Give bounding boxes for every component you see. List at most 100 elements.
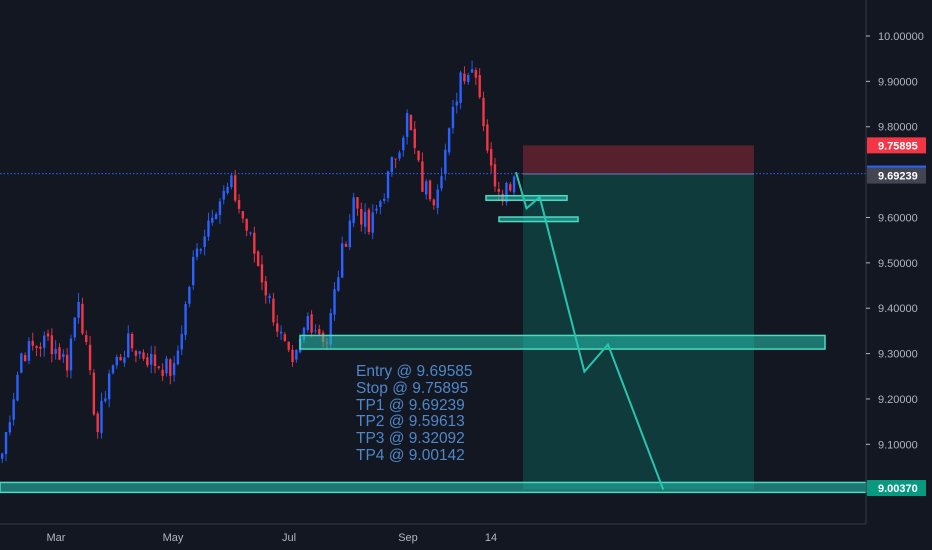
- candle: [360, 202, 363, 232]
- candle-body: [256, 251, 260, 267]
- candle-body: [207, 220, 210, 237]
- candle-body: [16, 374, 19, 401]
- candle: [417, 150, 420, 162]
- candle: [256, 250, 260, 267]
- candle-body: [409, 115, 413, 131]
- candle: [493, 157, 497, 192]
- candle-body: [428, 180, 432, 200]
- candle-body: [291, 349, 294, 363]
- candle: [287, 341, 290, 353]
- candle: [92, 369, 96, 417]
- candle: [127, 325, 130, 359]
- candle: [344, 241, 348, 247]
- candle: [100, 392, 103, 439]
- candle-body: [161, 369, 164, 376]
- candle-body: [192, 256, 195, 286]
- candle: [260, 255, 264, 291]
- sr-zone[interactable]: [485, 194, 568, 201]
- candle-body: [306, 316, 309, 330]
- candle: [386, 170, 390, 203]
- candle: [16, 371, 19, 402]
- candle-body: [314, 330, 317, 332]
- candle: [367, 207, 371, 235]
- candle-body: [176, 350, 180, 365]
- candle: [142, 349, 145, 361]
- candle-body: [310, 314, 313, 333]
- candle: [489, 142, 493, 174]
- candle: [73, 317, 76, 341]
- candle-body: [50, 335, 54, 355]
- x-tick-label: May: [163, 532, 184, 544]
- candle-body: [146, 357, 149, 366]
- stop-loss-zone[interactable]: [523, 145, 754, 174]
- trade-annotation: Entry @ 9.69585 Stop @ 9.75895 TP1 @ 9.6…: [356, 363, 473, 465]
- candle: [482, 91, 485, 132]
- candle-body: [432, 199, 436, 206]
- sr-zone[interactable]: [299, 334, 826, 350]
- sr-zone[interactable]: [0, 481, 867, 494]
- candle-body: [405, 112, 409, 137]
- candle: [470, 60, 474, 73]
- candle-body: [195, 248, 199, 257]
- candle: [62, 349, 65, 363]
- candle: [58, 343, 61, 361]
- candle: [192, 250, 195, 290]
- y-tick-label: 9.40000: [878, 303, 918, 315]
- candle: [409, 113, 413, 131]
- tp4-price-label[interactable]: 9.00370: [867, 480, 926, 497]
- candle-body: [467, 75, 470, 82]
- candle: [337, 270, 340, 292]
- candle-body: [444, 149, 447, 175]
- candle-body: [149, 353, 153, 365]
- candle-body: [241, 211, 245, 219]
- candle-body: [69, 338, 73, 371]
- take-profit-zone[interactable]: [523, 173, 754, 490]
- candle-body: [107, 373, 111, 400]
- projection-path[interactable]: [515, 171, 665, 491]
- candle-body: [12, 399, 15, 420]
- x-tick-label: Sep: [398, 532, 418, 544]
- price-label-box: [867, 137, 926, 154]
- candle: [107, 369, 111, 408]
- candle: [383, 193, 386, 204]
- candle: [356, 196, 359, 216]
- candle-body: [283, 334, 287, 341]
- candle-body: [367, 209, 371, 233]
- candle: [180, 325, 183, 356]
- candle: [486, 119, 489, 154]
- candle: [314, 324, 317, 334]
- candle-body: [268, 296, 271, 299]
- candle: [425, 179, 428, 200]
- candle-body: [436, 189, 439, 208]
- candle: [214, 211, 218, 220]
- candle: [268, 293, 271, 304]
- candle: [172, 355, 176, 382]
- candle: [138, 350, 141, 359]
- candle-body: [211, 217, 214, 223]
- candle: [318, 324, 321, 337]
- candle-body: [329, 313, 332, 345]
- candle: [27, 337, 31, 365]
- x-tick-label: 14: [485, 532, 497, 544]
- candle: [77, 292, 80, 324]
- candle-body: [371, 212, 374, 233]
- stop-price-label[interactable]: 9.75895: [867, 137, 926, 154]
- candle-body: [180, 334, 183, 350]
- tp1-price-label[interactable]: 9.69239: [867, 167, 926, 184]
- candle-body: [249, 232, 252, 234]
- y-tick-label: 9.50000: [878, 258, 918, 270]
- candle-body: [222, 190, 225, 200]
- candle-body: [138, 351, 141, 354]
- candle-body: [383, 198, 386, 201]
- candle: [161, 363, 164, 382]
- candle-body: [509, 184, 512, 191]
- sr-zone[interactable]: [498, 216, 579, 223]
- candle: [211, 209, 214, 226]
- candle-body: [348, 220, 352, 248]
- candle-body: [226, 186, 229, 194]
- candle-body: [493, 164, 497, 187]
- candle: [333, 282, 336, 321]
